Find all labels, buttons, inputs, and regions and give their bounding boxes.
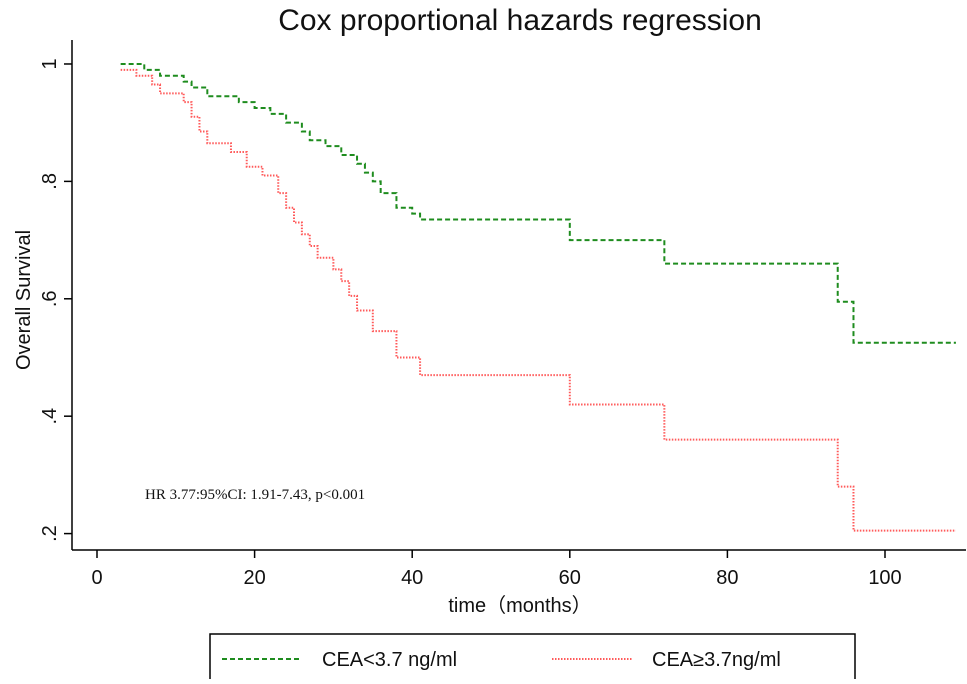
y-tick-label: .6 [39,290,61,307]
chart-title: Cox proportional hazards regression [278,4,762,37]
legend-label: CEA<3.7 ng/ml [322,649,457,671]
x-tick-label: 80 [716,567,738,589]
y-tick-label: .2 [39,525,61,542]
survival-line [120,62,956,344]
legend-label: CEA≥3.7ng/ml [652,649,781,671]
x-tick-label: 60 [559,567,581,589]
x-tick-label: 20 [243,567,265,589]
y-tick-label: .8 [39,173,61,190]
x-tick-label: 0 [91,567,102,589]
y-tick-label: .4 [39,408,61,425]
x-tick-label: 100 [868,567,901,589]
y-axis-label: Overall Survival [13,230,35,370]
y-tick-label: 1 [39,58,61,69]
x-axis-label: time（months） [448,594,591,617]
legend-box [209,633,856,684]
survival-line [120,68,956,532]
x-tick-label: 40 [401,567,423,589]
annotation: HR 3.77:95%CI: 1.91-7.43, p<0.001 [145,487,365,503]
